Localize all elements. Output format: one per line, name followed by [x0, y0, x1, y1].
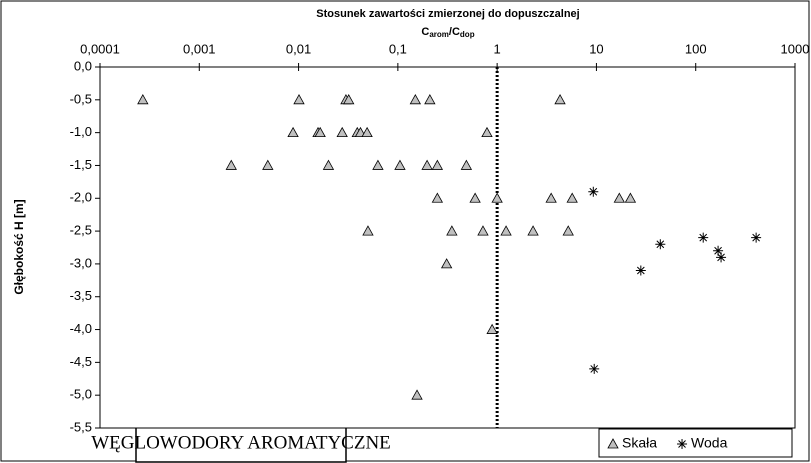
point: [545, 192, 557, 203]
point: [477, 225, 489, 236]
point: [322, 159, 335, 170]
y-tick-label: -4,5: [70, 354, 92, 369]
x-tick-label: 0,1: [389, 41, 407, 56]
point: [554, 93, 566, 105]
point: [362, 225, 374, 236]
point: [486, 323, 498, 334]
annotation: WĘGLOWODORY AROMATYCZNE: [91, 432, 391, 453]
y-tick-label: -5,0: [70, 387, 92, 402]
x-tick-label: 100: [685, 41, 707, 56]
point: [635, 265, 646, 276]
point: [409, 93, 422, 105]
point: [394, 159, 406, 170]
point: [293, 93, 305, 105]
x-tick-label: 0,01: [286, 41, 311, 56]
legend-marker: [677, 439, 688, 449]
point: [446, 225, 458, 236]
point: [624, 192, 637, 203]
x-axis-label: Carom/Cdop: [421, 26, 474, 39]
y-axis-label: Głębokość H [m]: [12, 199, 26, 294]
point: [372, 159, 384, 170]
x-tick-label: 0,0001: [80, 41, 120, 56]
point: [336, 126, 348, 138]
y-tick-label: -1,0: [70, 124, 92, 139]
point: [481, 126, 493, 138]
y-tick-label: -5,5: [70, 419, 92, 434]
legend-box: [598, 428, 793, 458]
plot-area: [99, 66, 796, 429]
point: [588, 186, 599, 197]
legend-label: Woda: [691, 435, 728, 451]
point: [589, 363, 600, 374]
legend-marker: [607, 438, 619, 449]
y-tick-label: 0,0: [74, 58, 92, 73]
point: [716, 252, 727, 263]
point: [500, 225, 512, 236]
point: [655, 239, 666, 250]
y-tick-label: -3,5: [70, 288, 92, 303]
point: [751, 232, 762, 243]
point: [411, 389, 423, 400]
point: [491, 192, 503, 203]
point: [698, 232, 709, 243]
point: [460, 159, 473, 170]
y-tick-label: -4,0: [70, 321, 92, 336]
x-tick-label: 10: [589, 41, 603, 56]
point: [562, 225, 574, 236]
point: [262, 159, 274, 170]
point: [613, 192, 625, 203]
x-tick-label: 1000: [781, 41, 810, 56]
chart-title: Stosunek zawartości zmierzonej do dopusz…: [316, 8, 579, 20]
point: [566, 192, 578, 203]
point: [431, 159, 444, 170]
y-tick-label: -2,5: [70, 223, 92, 238]
point: [469, 192, 481, 203]
y-tick-label: -2,0: [70, 190, 92, 205]
y-tick-label: -1,5: [70, 157, 92, 172]
point: [424, 93, 436, 105]
point: [431, 192, 444, 203]
legend-label: Skała: [622, 435, 657, 451]
point: [314, 126, 326, 138]
point: [137, 93, 149, 105]
point: [440, 258, 453, 269]
point: [225, 159, 237, 170]
point: [713, 245, 724, 256]
point: [343, 93, 355, 105]
point: [527, 225, 539, 236]
point: [361, 126, 373, 138]
y-tick-label: -0,5: [70, 91, 92, 106]
point: [287, 126, 299, 138]
x-tick-label: 0,001: [183, 41, 216, 56]
point: [421, 159, 433, 170]
x-tick-label: 1: [494, 41, 501, 56]
y-tick-label: -3,0: [70, 255, 92, 270]
annotation-box: [135, 425, 347, 463]
